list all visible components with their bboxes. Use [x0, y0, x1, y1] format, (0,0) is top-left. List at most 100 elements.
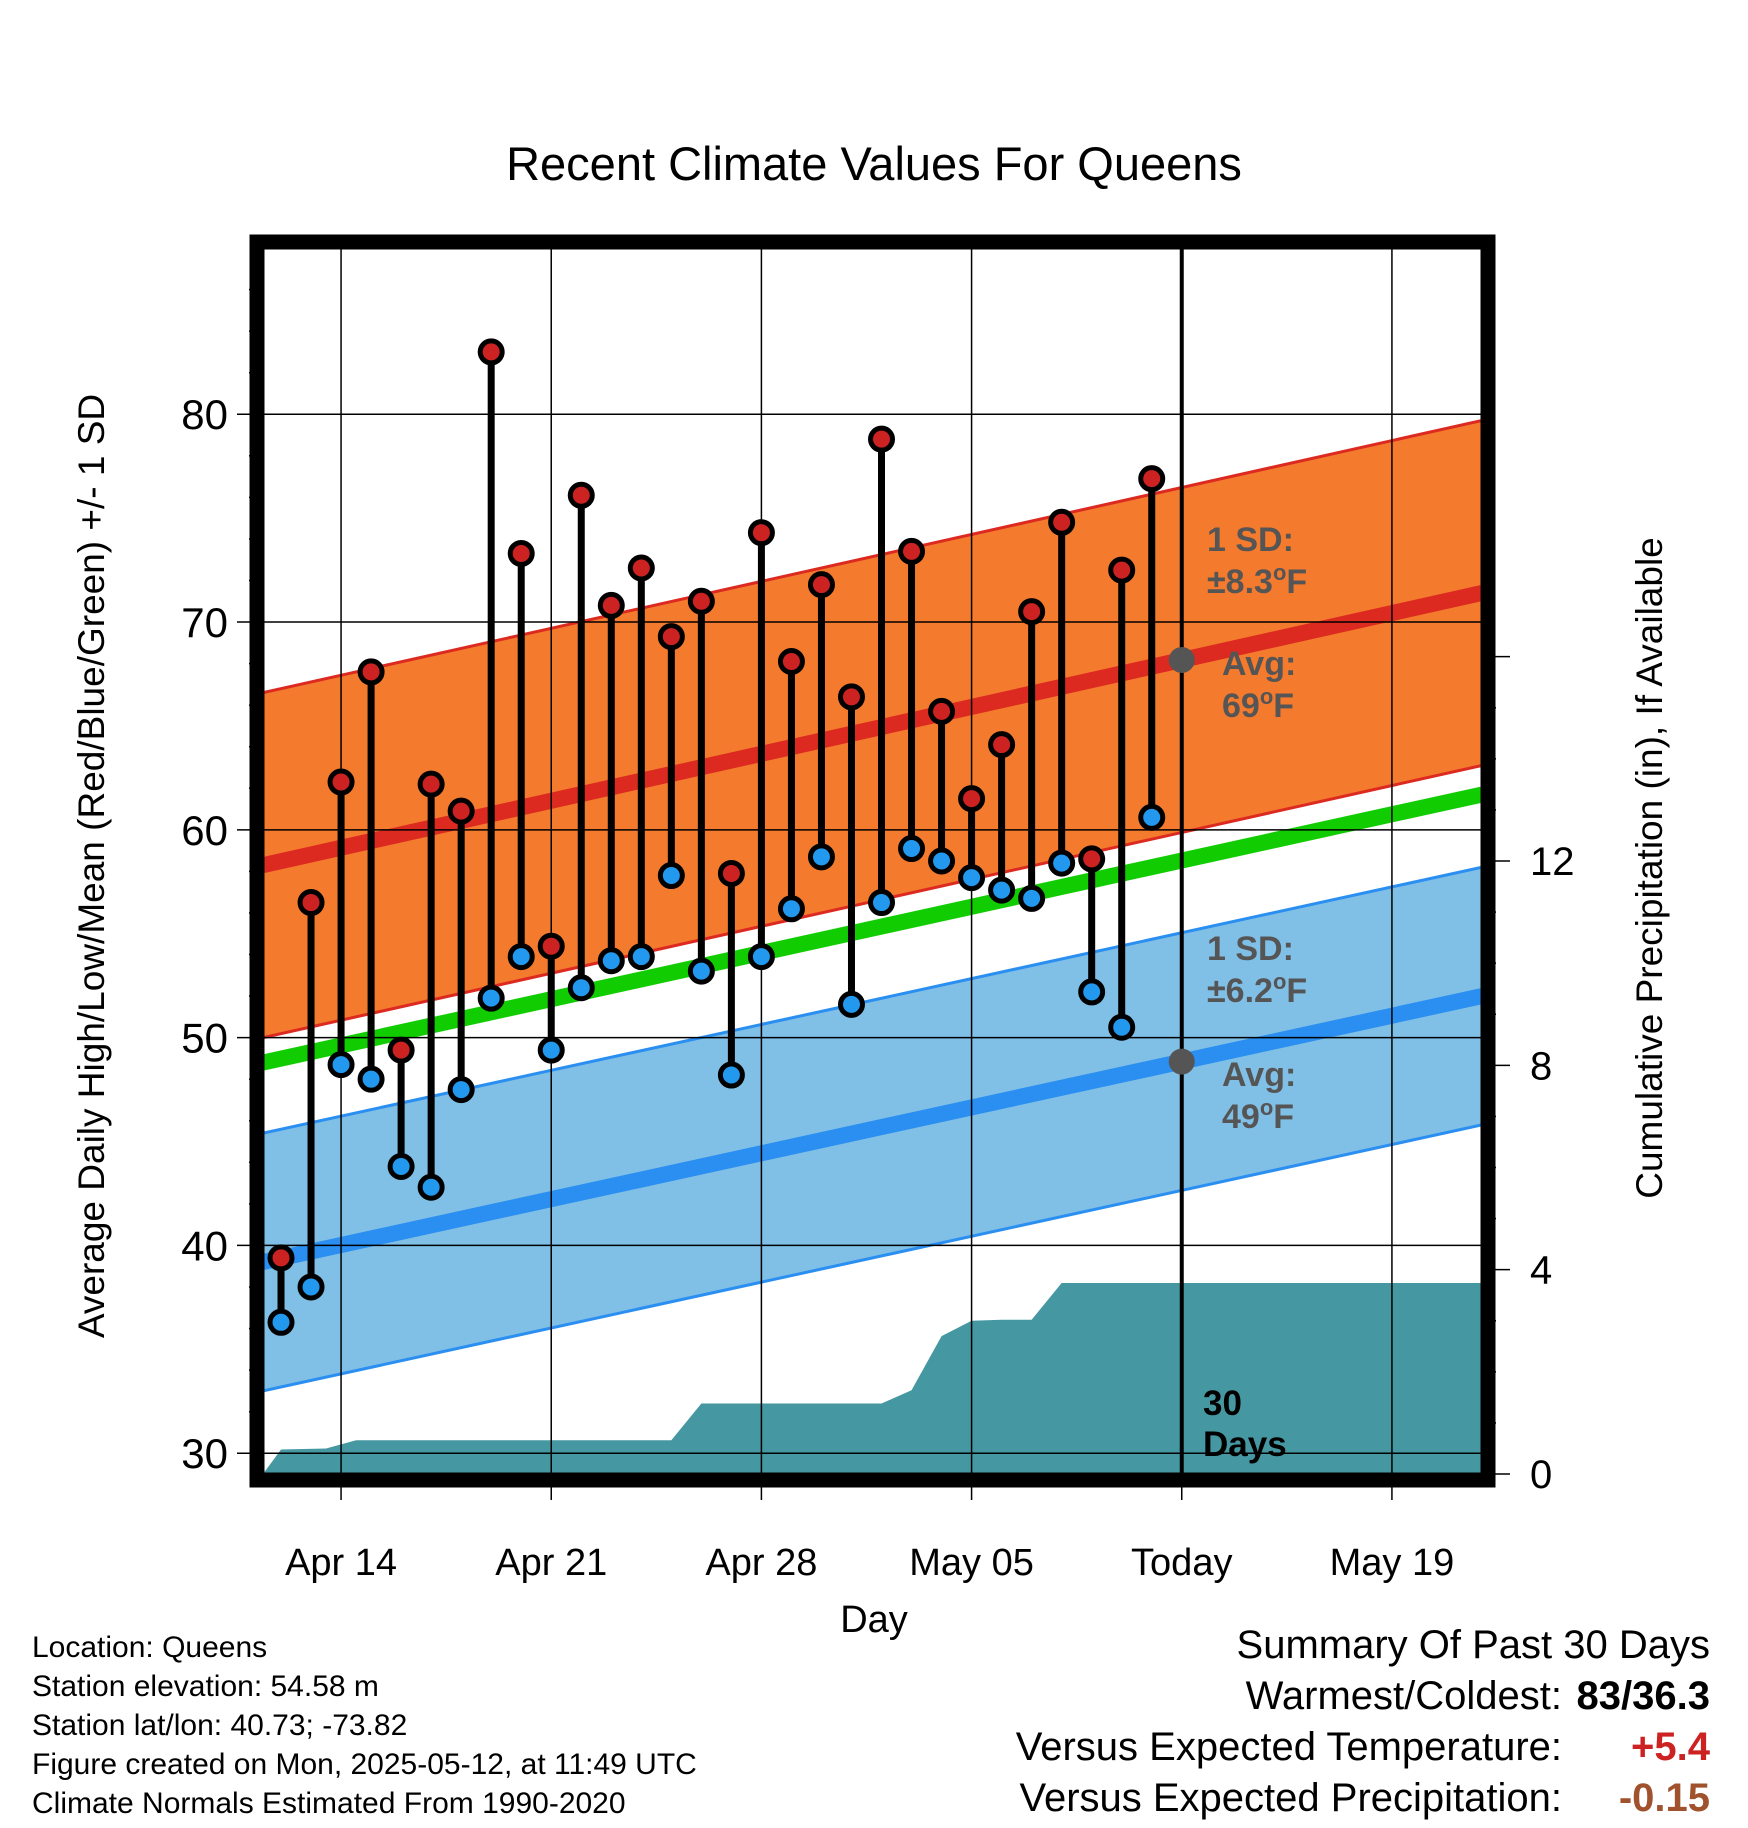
daily-high-point — [537, 932, 565, 960]
x-tick-label: Apr 28 — [705, 1542, 817, 1584]
daily-high-point — [267, 1244, 295, 1272]
daily-low-point — [1138, 803, 1166, 831]
daily-high-point — [297, 889, 325, 917]
precip-anomaly-value: -0.15 — [1618, 1776, 1710, 1820]
daily-high-point — [507, 539, 535, 567]
high-avg-label: Avg: — [1222, 645, 1296, 683]
y2-tick-label: 4 — [1530, 1249, 1552, 1293]
daily-low-point — [988, 876, 1016, 904]
daily-low-point — [1048, 849, 1076, 877]
latlon-text: Station lat/lon: 40.73; -73.82 — [32, 1709, 408, 1742]
y-tick-label: 70 — [181, 599, 228, 646]
daily-low-point — [1018, 884, 1046, 912]
daily-high-point — [477, 338, 505, 366]
daily-low-point — [928, 847, 956, 875]
station-info: Location: Queens Station elevation: 54.5… — [32, 1628, 697, 1823]
daily-low-point — [327, 1051, 355, 1079]
chart-title: Recent Climate Values For Queens — [506, 137, 1242, 190]
low-avg-value: 49oF — [1222, 1095, 1294, 1136]
location-text: Location: Queens — [32, 1631, 268, 1664]
daily-high-point — [327, 768, 355, 796]
high-sd-label: 1 SD: — [1207, 521, 1294, 559]
daily-low-point — [267, 1308, 295, 1336]
high-avg-value: 69oF — [1222, 684, 1294, 725]
daily-low-point — [537, 1036, 565, 1064]
daily-high-point — [928, 697, 956, 725]
y-tick-label: 50 — [181, 1015, 228, 1062]
high-sd-upper-edge — [263, 419, 1482, 695]
daily-low-point — [297, 1273, 325, 1301]
daily-high-point — [567, 481, 595, 509]
x-tick-label: Apr 21 — [495, 1542, 607, 1584]
daily-high-point — [837, 683, 865, 711]
daily-high-point — [687, 587, 715, 615]
summary-title: Summary Of Past 30 Days — [1236, 1623, 1710, 1667]
daily-low-point — [357, 1065, 385, 1093]
daily-low-point — [717, 1061, 745, 1089]
summary-precip-row: Versus Expected Precipitation: -0.15 — [1016, 1773, 1710, 1824]
cumulative-precip-area — [263, 1282, 1482, 1474]
daily-low-point — [657, 862, 685, 890]
daily-high-point — [747, 519, 775, 547]
daily-low-point — [507, 943, 535, 971]
warm-cold-value: 83/36.3 — [1576, 1674, 1710, 1718]
daily-low-point — [747, 943, 775, 971]
y2-tick-label: 12 — [1530, 840, 1575, 884]
y-tick-label: 80 — [181, 391, 228, 438]
daily-low-point — [1108, 1013, 1136, 1041]
daily-low-point — [387, 1152, 415, 1180]
daily-low-point — [958, 864, 986, 892]
daily-low-point — [597, 947, 625, 975]
summary-panel: Summary Of Past 30 Days Warmest/Coldest:… — [1016, 1620, 1710, 1824]
precip-label: Versus Expected Precipitation: — [1019, 1776, 1562, 1820]
daily-high-point — [898, 537, 926, 565]
daily-high-point — [597, 591, 625, 619]
normal-mean-line — [263, 786, 1482, 1071]
daily-high-point — [1108, 556, 1136, 584]
daily-high-point — [1078, 845, 1106, 873]
daily-low-point — [777, 895, 805, 923]
low-sd-lower-edge — [263, 1123, 1482, 1393]
daily-high-point — [1018, 598, 1046, 626]
y2-tick-label: 8 — [1530, 1044, 1552, 1088]
x-tick-label: Today — [1131, 1542, 1232, 1584]
daily-high-point — [868, 425, 896, 453]
daily-high-point — [1138, 465, 1166, 493]
daily-low-point — [627, 943, 655, 971]
daily-high-point — [958, 785, 986, 813]
daily-high-point — [988, 731, 1016, 759]
daily-low-point — [477, 984, 505, 1012]
summary-warm-cold-row: Warmest/Coldest: 83/36.3 — [1016, 1671, 1710, 1722]
daily-low-point — [1078, 978, 1106, 1006]
low-sd-value: ±6.2oF — [1207, 969, 1307, 1010]
daily-low-point — [417, 1173, 445, 1201]
high-sd-value: ±8.3oF — [1207, 560, 1307, 601]
daily-low-point — [687, 957, 715, 985]
y-axis-label: Average Daily High/Low/Mean (Red/Blue/Gr… — [71, 394, 112, 1338]
daily-high-point — [417, 770, 445, 798]
daily-high-point — [627, 554, 655, 582]
daily-high-point — [717, 859, 745, 887]
daily-low-point — [898, 835, 926, 863]
y-tick-label: 40 — [181, 1222, 228, 1269]
low-sd-label: 1 SD: — [1207, 930, 1294, 968]
daily-high-point — [387, 1036, 415, 1064]
elevation-text: Station elevation: 54.58 m — [32, 1670, 379, 1703]
daily-high-point — [807, 571, 835, 599]
normal-high-dot — [1168, 646, 1195, 673]
days-count-label: 30 — [1203, 1384, 1242, 1423]
daily-high-point — [1048, 508, 1076, 536]
temp-anomaly-value: +5.4 — [1631, 1725, 1710, 1769]
normal-low-dot — [1168, 1048, 1195, 1075]
y2-tick-label: 0 — [1530, 1453, 1552, 1497]
normal-low-line — [263, 988, 1482, 1270]
created-text: Figure created on Mon, 2025-05-12, at 11… — [32, 1748, 697, 1781]
y-tick-label: 30 — [181, 1430, 228, 1477]
temp-label: Versus Expected Temperature: — [1015, 1725, 1562, 1769]
daily-low-point — [447, 1076, 475, 1104]
x-tick-label: Apr 14 — [285, 1542, 397, 1584]
x-tick-label: May 19 — [1330, 1542, 1455, 1584]
low-avg-label: Avg: — [1222, 1056, 1296, 1094]
